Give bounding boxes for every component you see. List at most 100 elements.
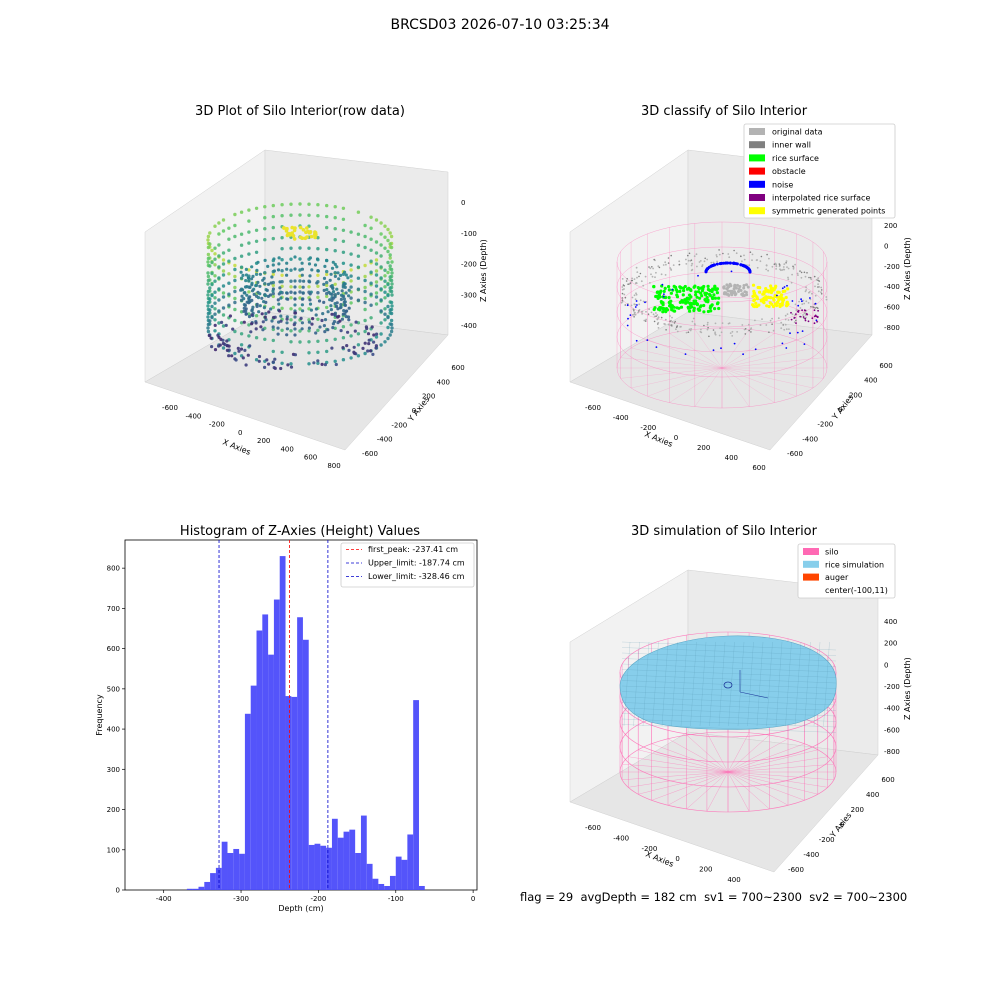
plot1-point (213, 301, 217, 305)
plot1-point (219, 337, 223, 341)
plot2-point-wall (658, 266, 661, 269)
plot2-point-interp (804, 309, 807, 312)
plot2-zlabel: Z Axies (Depth) (903, 237, 912, 300)
plot1-point (271, 360, 275, 364)
plot2-z-tick: -400 (884, 283, 900, 291)
plot2-y-tick: 400 (864, 377, 877, 385)
plot1-point (342, 297, 346, 301)
plot1-point (331, 290, 336, 294)
plot1-point (244, 312, 248, 316)
plot2-point-noise (720, 261, 723, 265)
plot1-point (383, 224, 387, 228)
plot1-point (383, 268, 387, 272)
plot2-point-original (631, 296, 634, 299)
plot1-point (288, 233, 293, 237)
plot2-point-wall (660, 316, 663, 319)
plot2-point-noise (814, 302, 817, 305)
plot1-point (233, 263, 237, 268)
plot4-silo-spoke (727, 771, 834, 781)
plot2-point-original (727, 285, 731, 289)
plot1-point (374, 335, 379, 339)
plot1-point (340, 317, 344, 321)
plot2-legend-label: rice surface (772, 154, 819, 163)
plot1-point (300, 236, 305, 240)
plot2-point-wall (639, 272, 642, 275)
plot2-z-ticks: 200 0 -200 -400 -600 -800 (884, 222, 900, 332)
plot2-point-symmetric (753, 304, 757, 309)
plot2-point-rice (697, 308, 701, 312)
plot1-point (293, 285, 297, 289)
plot2-point-noise (712, 263, 716, 267)
plot1-point (318, 325, 322, 329)
plot2-point-noise (635, 300, 638, 302)
histogram-x-tick: -300 (233, 895, 249, 903)
plot1-point (263, 205, 267, 209)
plot1-point (250, 298, 254, 302)
plot2-point-wall (653, 320, 656, 323)
plot1-point (233, 212, 237, 217)
plot2-point-original (715, 254, 718, 256)
plot2-point-rice (654, 294, 659, 298)
plot1-point (386, 282, 390, 287)
plot1-point (293, 315, 297, 319)
plot1-point (310, 322, 314, 326)
plot1-point (210, 293, 214, 298)
plot1-point (289, 290, 293, 294)
plot2-point-original (691, 262, 694, 265)
plot1-point (271, 305, 275, 310)
plot2-point-rice (652, 285, 656, 289)
plot2-point-original (714, 331, 716, 334)
plot1-point (227, 281, 231, 285)
plot2-point-original (714, 322, 717, 325)
plot1-point (221, 262, 226, 266)
plot1-point (349, 230, 353, 234)
plot2-point-wall (771, 323, 773, 326)
plot4-silo-spoke (727, 743, 805, 773)
plot2-point-rice (683, 298, 687, 302)
plot1-point (340, 289, 344, 293)
plot2-point-original (729, 332, 732, 334)
plot1-point (369, 270, 373, 274)
plot2-point-interp (813, 309, 816, 312)
plot1-point (206, 311, 211, 316)
plot4-rice-surface-shape (619, 635, 837, 730)
plot2-point-original (691, 320, 694, 323)
plot4-auger-marker (723, 670, 769, 699)
plot2-point-original (621, 286, 624, 288)
plot2-point-original (751, 259, 753, 262)
plot1-point (386, 304, 390, 309)
plot1-point (289, 279, 293, 283)
plot2-point-wall (667, 262, 670, 264)
avg-depth-value: avgDepth = 182 cm (580, 890, 697, 904)
plot1-point (293, 333, 297, 337)
plot1-point (383, 290, 387, 294)
plot1-point (352, 345, 356, 349)
plot1-point (363, 307, 367, 312)
plot2-point-wall (626, 278, 628, 280)
plot2-point-wall (648, 266, 650, 268)
plot1-point (317, 299, 322, 303)
plot2-point-symmetric (751, 283, 756, 287)
histogram-bar (331, 818, 338, 890)
plot1-point (309, 234, 314, 239)
plot2-point-rice (694, 290, 698, 294)
plot1-point (302, 279, 306, 283)
plot2-silo-spoke (647, 367, 723, 397)
plot1-point (206, 278, 211, 283)
histogram-legend-label: Lower_limit: -328.46 cm (368, 572, 465, 581)
plot2-point-symmetric (755, 295, 759, 299)
plot2-point-original (792, 267, 795, 270)
plot1-point (243, 348, 247, 352)
plot4-surface-mesh (621, 658, 837, 667)
plot1-point (356, 276, 361, 280)
plot2-point-rice (675, 306, 679, 310)
plot1-point (271, 287, 275, 291)
plot1-point (379, 332, 383, 336)
plot1-x-ticks: -600 -400 -200 0 200 400 600 800 (162, 404, 341, 470)
plot1-point (363, 274, 367, 279)
plot1-point (308, 292, 312, 296)
plot1-point (247, 219, 251, 223)
plot2-point-original (741, 260, 743, 263)
plot1-point (307, 340, 311, 344)
plot2-point-original (729, 291, 733, 295)
